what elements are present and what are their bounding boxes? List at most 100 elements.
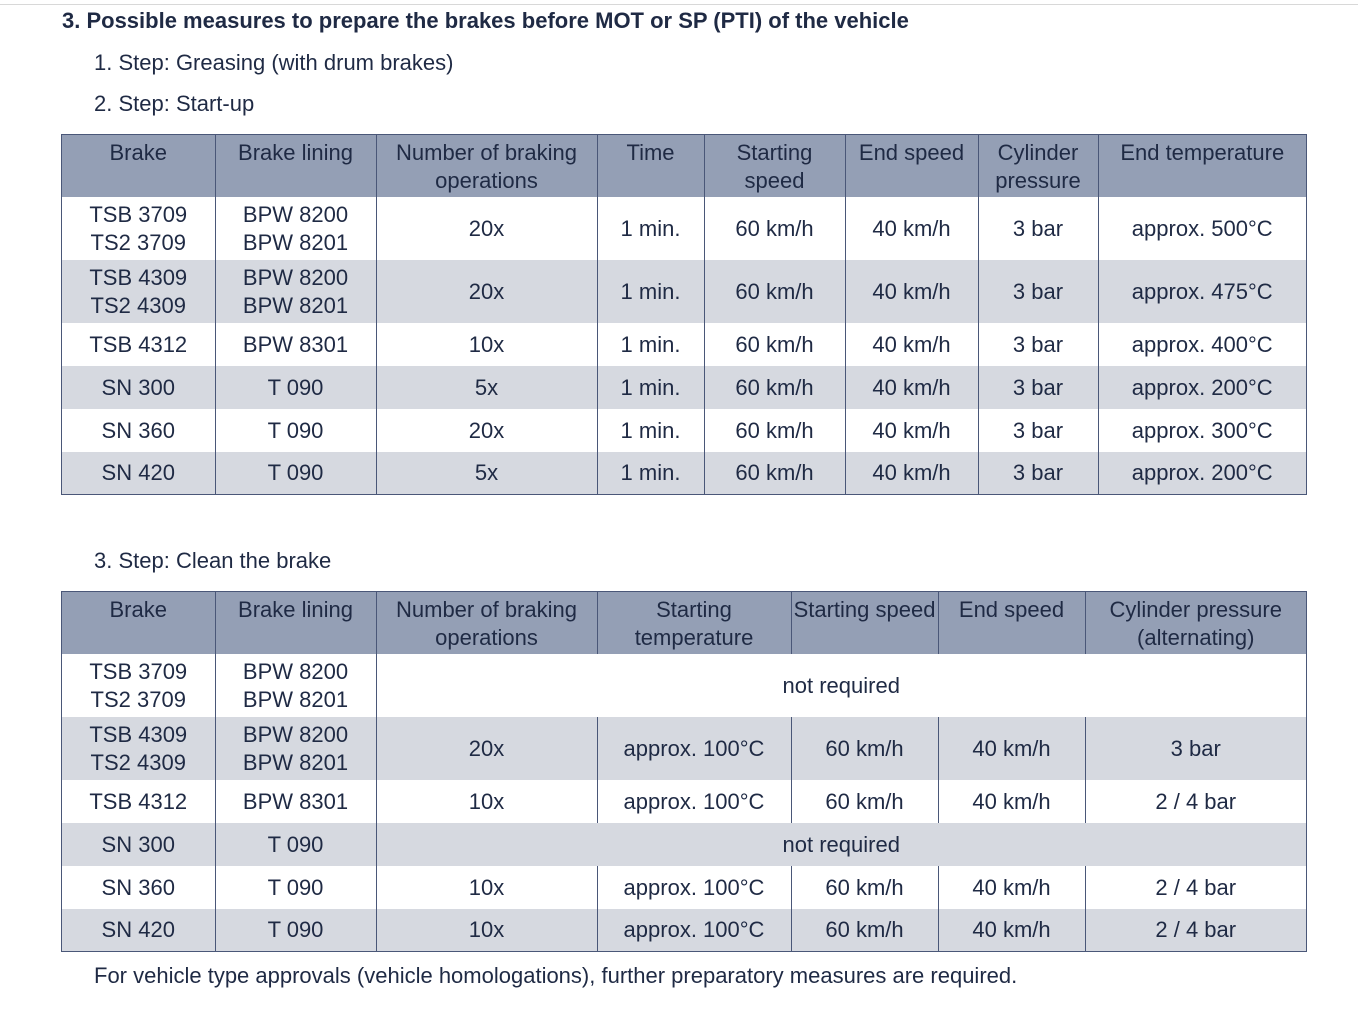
cell-end-temperature: approx. 475°C — [1097, 260, 1306, 323]
cell-cylinder-pressure: 2 / 4 bar — [1084, 866, 1306, 909]
cell-cylinder-pressure: 3 bar — [977, 366, 1098, 409]
cell-cylinder-pressure: 2 / 4 bar — [1084, 909, 1306, 951]
header-end-speed: End speed — [937, 592, 1085, 654]
table-row: TSB 4309 TS2 4309 BPW 8200 BPW 8201 20x appro… — [62, 717, 1306, 780]
clean-table: Brake Brake lining Number of braking ope… — [61, 591, 1307, 952]
cell-starting-speed: 60 km/h — [790, 866, 938, 909]
cell-end-speed: 40 km/h — [844, 260, 978, 323]
cell-starting-speed: 60 km/h — [703, 323, 845, 366]
header-time: Time — [596, 135, 704, 197]
cell-braking-operations: 10x — [375, 780, 597, 823]
cell-brake: SN 300 — [62, 366, 215, 409]
table-row: TSB 4312 BPW 8301 10x approx. 100°C 60 km/h 4… — [62, 780, 1306, 823]
cell-brake-lining: T 090 — [214, 366, 376, 409]
header-cylinder-pressure: Cylinder pressure — [977, 135, 1098, 197]
cell-starting-speed: 60 km/h — [790, 909, 938, 951]
cell-brake-lining: BPW 8301 — [214, 323, 376, 366]
cell-braking-operations: 20x — [375, 717, 597, 780]
cell-end-temperature: approx. 400°C — [1097, 323, 1306, 366]
cell-starting-speed: 60 km/h — [703, 366, 845, 409]
header-braking-operations: Number of braking operations — [375, 135, 597, 197]
header-brake-lining: Brake lining — [214, 135, 376, 197]
cell-starting-speed: 60 km/h — [703, 197, 845, 260]
header-brake-lining: Brake lining — [214, 592, 376, 654]
cell-brake: TSB 4309 TS2 4309 — [62, 260, 215, 323]
table-row: TSB 3709 TS2 3709 BPW 8200 BPW 8201 not requ… — [62, 654, 1306, 717]
step-2-heading: 2. Step: Start-up — [94, 91, 255, 116]
cell-not-required: not required — [375, 654, 1306, 717]
cell-brake: TSB 4312 — [89, 331, 188, 357]
cell-cylinder-pressure: 3 bar — [977, 409, 1098, 452]
section-title: 3. Possible measures to prepare the brak… — [62, 8, 909, 33]
cell-time: 1 min. — [596, 197, 704, 260]
cell-time: 1 min. — [596, 260, 704, 323]
header-starting-speed: Starting speed — [703, 135, 845, 197]
cell-brake: TSB 3709 TS2 3709 — [89, 658, 188, 712]
cell-brake-lining: T 090 — [214, 823, 376, 866]
cell-starting-speed: 60 km/h — [790, 780, 938, 823]
cell-brake: TSB 4309 TS2 4309 — [62, 717, 215, 780]
cell-time: 1 min. — [596, 409, 704, 452]
cell-starting-temperature: approx. 100°C — [596, 780, 791, 823]
cell-cylinder-pressure: 3 bar — [1084, 717, 1306, 780]
footnote: For vehicle type approvals (vehicle homo… — [94, 963, 1018, 988]
cell-starting-temperature: approx. 100°C — [596, 909, 791, 951]
startup-table: Brake Brake lining Number of braking ope… — [61, 134, 1307, 495]
cell-end-speed: 40 km/h — [844, 409, 978, 452]
cell-brake-lining: BPW 8301 — [214, 780, 376, 823]
cell-end-temperature: approx. 500°C — [1097, 197, 1306, 260]
cell-time: 1 min. — [596, 366, 704, 409]
cell-not-required: not required — [375, 823, 1306, 866]
cell-brake-lining: T 090 — [214, 866, 376, 909]
cell-starting-speed: 60 km/h — [790, 717, 938, 780]
header-end-temperature: End temperature — [1097, 135, 1306, 197]
cell-cylinder-pressure: 3 bar — [977, 452, 1098, 494]
cell-time: 1 min. — [596, 452, 704, 494]
cell-starting-temperature: approx. 100°C — [596, 866, 791, 909]
cell-braking-operations: 20x — [375, 260, 597, 323]
cell-brake: SN 300 — [62, 823, 215, 866]
table-row: SN 360 T 090 10x approx. 100°C 60 km/h 40 km/… — [62, 866, 1306, 909]
header-braking-operations: Number of braking operations — [375, 592, 597, 654]
table-row: SN 360 T 090 20x 1 min. 60 km/h 40 km/h 3 bar a… — [62, 409, 1306, 452]
cell-end-temperature: approx. 200°C — [1097, 452, 1306, 494]
cell-brake: SN 420 — [62, 452, 215, 494]
step-1-heading: 1. Step: Greasing (with drum brakes) — [94, 50, 454, 75]
cell-brake-lining: BPW 8200 BPW 8201 — [214, 260, 376, 323]
cell-brake-lining: BPW 8200 BPW 8201 — [214, 197, 376, 260]
cell-starting-speed: 60 km/h — [703, 409, 845, 452]
cell-braking-operations: 10x — [375, 909, 597, 951]
cell-braking-operations: 5x — [375, 452, 597, 494]
cell-end-speed: 40 km/h — [937, 866, 1085, 909]
cell-brake: SN 360 — [101, 417, 175, 443]
cell-brake-lining: T 090 — [214, 909, 376, 951]
cell-end-speed: 40 km/h — [844, 197, 978, 260]
cell-braking-operations: 20x — [375, 197, 597, 260]
cell-braking-operations: 10x — [375, 323, 597, 366]
cell-end-speed: 40 km/h — [937, 717, 1085, 780]
step-3-heading: 3. Step: Clean the brake — [94, 548, 332, 573]
header-starting-speed: Starting speed — [790, 592, 938, 654]
cell-cylinder-pressure: 3 bar — [977, 323, 1098, 366]
cell-brake-lining: T 090 — [214, 409, 376, 452]
table-row: TSB 4309 TS2 4309 BPW 8200 BPW 8201 20x 1 min… — [62, 260, 1306, 323]
top-rule — [0, 0, 1358, 5]
cell-brake-lining: T 090 — [214, 452, 376, 494]
cell-braking-operations: 5x — [375, 366, 597, 409]
header-brake: Brake — [62, 592, 215, 654]
cell-brake-lining: BPW 8200 BPW 8201 — [214, 654, 376, 717]
cell-starting-temperature: approx. 100°C — [596, 717, 791, 780]
cell-end-speed: 40 km/h — [937, 909, 1085, 951]
cell-end-speed: 40 km/h — [844, 452, 978, 494]
cell-cylinder-pressure: 3 bar — [977, 197, 1098, 260]
startup-table-header: Brake Brake lining Number of braking ope… — [62, 135, 1306, 197]
cell-end-speed: 40 km/h — [844, 366, 978, 409]
table-row: SN 300 T 090 not required — [62, 823, 1306, 866]
cell-end-temperature: approx. 300°C — [1097, 409, 1306, 452]
header-starting-temperature: Starting temperature — [596, 592, 791, 654]
table-row: SN 300 T 090 5x 1 min. 60 km/h 40 km/h 3 bar ap… — [62, 366, 1306, 409]
cell-braking-operations: 10x — [375, 866, 597, 909]
cell-end-speed: 40 km/h — [844, 323, 978, 366]
cell-brake: SN 360 — [101, 874, 175, 900]
cell-starting-speed: 60 km/h — [703, 260, 845, 323]
